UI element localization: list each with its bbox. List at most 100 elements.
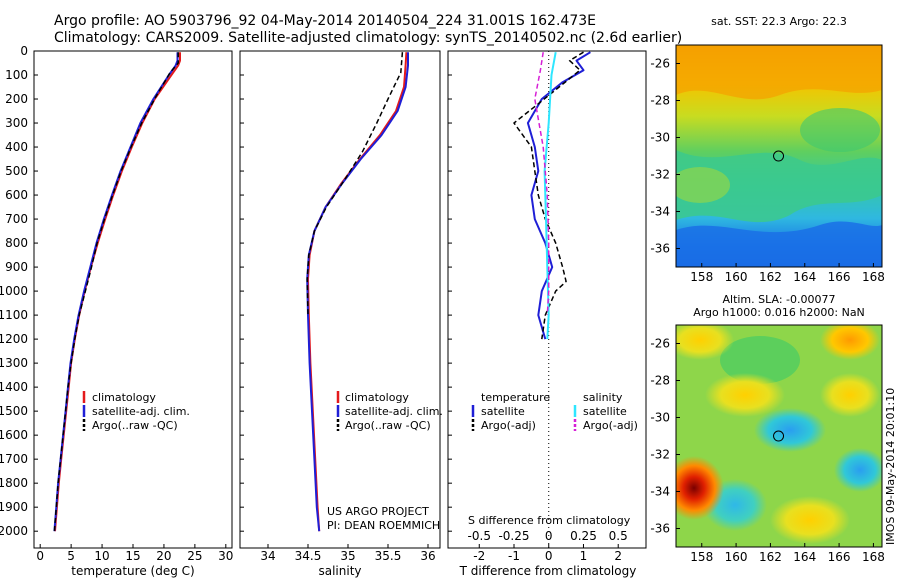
lat-tick-label: -32 (650, 448, 670, 462)
difference-plot-frame (447, 50, 647, 549)
depth-tick-label: 1700 (0, 452, 28, 466)
legend-label-satellite: satellite-adj. clim. (92, 405, 190, 418)
x-tick-label: 36 (420, 549, 435, 563)
sla-map-frame (675, 324, 883, 548)
depth-tick-label: 100 (5, 68, 28, 82)
x-tick-label: 0 (36, 549, 44, 563)
lat-tick-label: -34 (650, 485, 670, 499)
legend-header-salinity: salinity (583, 391, 623, 404)
series-line-temperature-satellite (526, 51, 591, 340)
salinity-series (306, 52, 409, 532)
depth-tick-label: 500 (5, 164, 28, 178)
project-label: US ARGO PROJECT (327, 505, 429, 518)
lon-tick-label: 158 (690, 550, 713, 564)
x-tick-label: 30 (218, 549, 233, 563)
sla-map-subtitle: Argo h1000: 0.016 h2000: NaN (693, 306, 865, 319)
lat-tick-label: -26 (650, 57, 670, 71)
difference-panel: -2 -1 0 1 2 -0.5 -0.25 0 0.25 0.5 S difference f… (447, 50, 647, 578)
s-difference-label: S difference from climatology (468, 514, 631, 527)
pi-label: PI: DEAN ROEMMICH (327, 519, 440, 532)
lon-tick-label: 158 (690, 270, 713, 284)
sst-map-title: sat. SST: 22.3 Argo: 22.3 (711, 15, 847, 28)
depth-tick-label: 900 (5, 260, 28, 274)
sst-latitude-ticks: -26 -28 -30 -32 -34 -36 (650, 57, 680, 256)
x-tick-label: 2 (614, 549, 622, 563)
imos-credit: IMOS 09-May-2014 20:01:10 (884, 388, 897, 545)
sst-longitude-ticks: 158 160 162 164 166 168 (690, 263, 885, 284)
x-tick-label: 15 (125, 549, 140, 563)
s-difference-tick-label: 0.5 (609, 529, 628, 543)
legend-header-temperature: temperature (481, 391, 550, 404)
x-tick-label: 25 (187, 549, 202, 563)
x-tick-label: 10 (94, 549, 109, 563)
lat-tick-label: -36 (650, 522, 670, 536)
sst-map-frame (675, 44, 883, 268)
depth-tick-label: 1100 (0, 308, 28, 322)
salinity-plot-frame (239, 50, 441, 549)
legend-label-s-satellite: satellite (583, 405, 627, 418)
x-tick-label: 35.5 (375, 549, 402, 563)
sla-latitude-ticks: -26 -28 -30 -32 -34 -36 (650, 337, 680, 536)
depth-tick-label: 2000 (0, 524, 28, 538)
lon-tick-label: 160 (725, 270, 748, 284)
x-tick-label: 20 (156, 549, 171, 563)
legend-label-climatology: climatology (345, 391, 409, 404)
series-line-satellite-adj-clim- (53, 52, 179, 532)
lat-tick-label: -26 (650, 337, 670, 351)
lat-tick-label: -28 (650, 94, 670, 108)
difference-series (513, 51, 591, 340)
depth-tick-label: 1900 (0, 500, 28, 514)
x-tick-label: 0 (545, 549, 553, 563)
legend-label-satellite: satellite-adj. clim. (345, 405, 443, 418)
lat-tick-label: -30 (650, 411, 670, 425)
x-tick-label: -1 (508, 549, 520, 563)
depth-tick-label: 800 (5, 236, 28, 250)
sst-map-panel: sat. SST: 22.3 Argo: 22.3 158 160 162 164 16… (650, 15, 884, 284)
depth-tick-label: 600 (5, 188, 28, 202)
x-tick-label: 5 (67, 549, 75, 563)
depth-tick-label: 0 (20, 44, 28, 58)
series-line-argo-raw-qc- (53, 52, 179, 532)
temperature-tick-labels: 0 5 10 15 20 25 30 (36, 544, 233, 563)
sst-heatmap (676, 45, 882, 267)
sla-map-panel: Altim. SLA: -0.00077 Argo h1000: 0.016 h… (650, 293, 885, 564)
s-difference-tick-label: 0 (545, 529, 553, 543)
x-tick-label: 34.5 (295, 549, 322, 563)
temperature-panel: 0100200300400500600700800900100011001200… (0, 44, 452, 578)
lon-tick-label: 162 (759, 550, 782, 564)
argo-float-marker (773, 430, 785, 442)
lon-tick-label: 168 (862, 550, 885, 564)
lat-tick-label: -34 (650, 205, 670, 219)
depth-tick-label: 200 (5, 92, 28, 106)
x-tick-label: -2 (473, 549, 485, 563)
depth-tick-label: 1200 (0, 332, 28, 346)
title-line-2: Climatology: CARS2009. Satellite-adjuste… (54, 30, 682, 46)
lon-tick-label: 160 (725, 550, 748, 564)
depth-tick-label: 400 (5, 140, 28, 154)
salinity-legend: climatology satellite-adj. clim. Argo(..… (336, 391, 443, 432)
series-line-temperature-argo (513, 51, 584, 340)
depth-tick-labels: 0 100 200 300 400 500 600 700 800 900 1000 1100 1200… (0, 44, 452, 538)
depth-tick-label: 1500 (0, 404, 28, 418)
sla-longitude-ticks: 158 160 162 164 166 168 (690, 543, 885, 564)
legend-label-argo: Argo(..raw -QC) (92, 419, 178, 432)
depth-tick-label: 700 (5, 212, 28, 226)
lon-tick-label: 164 (793, 550, 816, 564)
series-line-argo-raw-qc- (306, 52, 404, 316)
temperature-plot-frame (33, 50, 233, 549)
lat-tick-label: -30 (650, 131, 670, 145)
lat-tick-label: -36 (650, 242, 670, 256)
salinity-tick-labels: 34 34.5 35 35.5 36 (260, 544, 436, 563)
depth-tick-label: 300 (5, 116, 28, 130)
title-line-1: Argo profile: AO 5903796_92 04-May-2014 … (54, 13, 596, 29)
lon-tick-label: 162 (759, 270, 782, 284)
s-difference-tick-label: 0.25 (570, 529, 597, 543)
series-line-salinity-argo (534, 52, 550, 316)
legend-label-t-satellite: satellite (481, 405, 525, 418)
lat-tick-label: -28 (650, 374, 670, 388)
s-difference-tick-label: -0.5 (468, 529, 491, 543)
x-tick-label: 35 (340, 549, 355, 563)
t-difference-label: T difference from climatology (459, 564, 637, 578)
sla-map-title: Altim. SLA: -0.00077 (722, 293, 835, 306)
